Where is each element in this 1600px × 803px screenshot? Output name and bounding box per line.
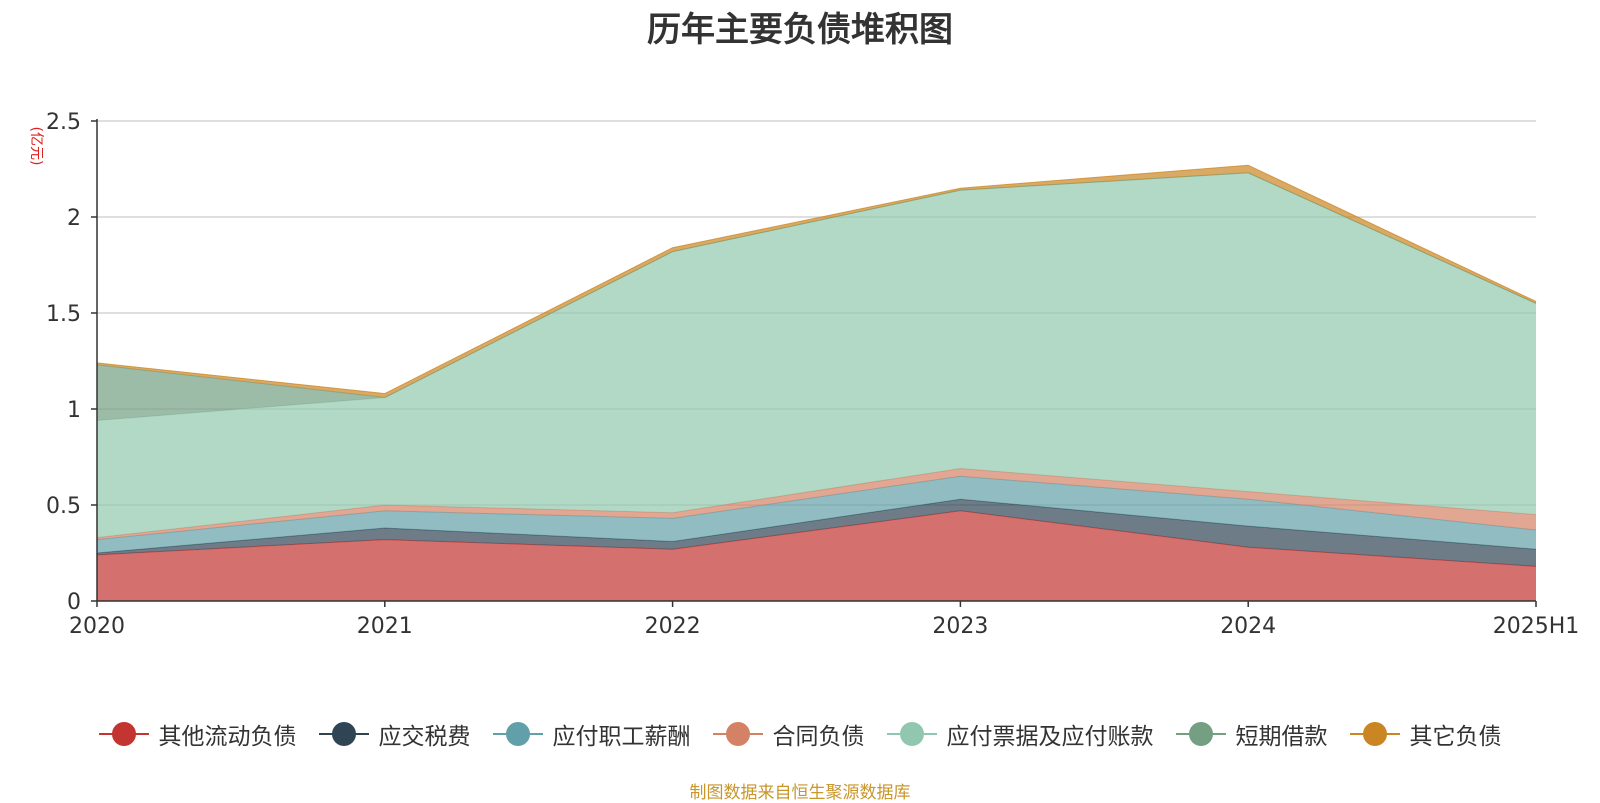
legend-dot	[331, 722, 356, 746]
area-series-0	[97, 510, 1536, 601]
legend-label: 应付票据及应付账款	[946, 724, 1154, 750]
legend: 其他流动负债 应交税费 应付职工薪酬 合同负债 应付票据及应付账款 短期借款 其它负债	[0, 714, 1600, 754]
x-tick-label: 2023	[932, 614, 988, 639]
legend-marker-icon	[318, 721, 369, 747]
legend-marker-icon	[492, 721, 543, 747]
legend-dot	[1188, 722, 1213, 746]
legend-label: 其他流动负债	[158, 724, 297, 750]
x-tick-label: 2020	[69, 614, 125, 639]
legend-item[interactable]: 应付票据及应付账款	[886, 717, 1154, 751]
area-series-1	[97, 499, 1536, 567]
stacked-areas	[96, 164, 1537, 601]
area-edge-6	[96, 164, 1537, 395]
legend-item[interactable]: 其他流动负债	[98, 717, 297, 751]
x-tick-label: 2025H1	[1493, 614, 1580, 639]
legend-dot	[111, 722, 136, 746]
area-series-5	[97, 172, 1536, 421]
legend-marker-icon	[1175, 721, 1226, 747]
legend-item[interactable]: 合同负债	[712, 717, 865, 751]
y-axis-label: (亿元)	[28, 127, 44, 166]
legend-label: 应交税费	[378, 724, 471, 750]
data-source-note: 制图数据来自恒生聚源数据库	[689, 783, 911, 803]
y-tick-label: 1.5	[46, 302, 81, 327]
legend-marker-icon	[712, 721, 763, 747]
y-tick-label: 2.5	[46, 110, 81, 135]
legend-label: 应付职工薪酬	[552, 724, 691, 750]
y-tick-label: 2	[67, 206, 81, 231]
area-series-2	[97, 476, 1536, 553]
legend-marker-icon	[1349, 721, 1400, 747]
x-tick-label: 2022	[645, 614, 701, 639]
legend-item[interactable]: 其它负债	[1349, 717, 1502, 751]
legend-dot	[725, 722, 750, 746]
y-tick-label: 0.5	[46, 494, 81, 519]
axes: 0 0.5 1 1.5 2 2.5 2020 2021 2022 2023 2024 2025H1 (亿…	[28, 110, 1579, 639]
legend-marker-icon	[98, 721, 149, 747]
legend-item[interactable]: 短期借款	[1175, 717, 1328, 751]
legend-dot	[505, 722, 530, 746]
y-tick-label: 0	[67, 590, 81, 615]
legend-marker-icon	[886, 721, 937, 747]
legend-label: 合同负债	[772, 724, 865, 750]
legend-label: 短期借款	[1235, 724, 1328, 750]
legend-item[interactable]: 应付职工薪酬	[492, 717, 691, 751]
area-series-4	[97, 172, 1536, 538]
legend-dot	[1362, 722, 1387, 746]
x-tick-label: 2021	[357, 614, 413, 639]
y-tick-label: 1	[67, 398, 81, 423]
x-tick-label: 2024	[1220, 614, 1276, 639]
legend-label: 其它负债	[1409, 724, 1502, 750]
legend-dot	[899, 722, 924, 746]
legend-item[interactable]: 应交税费	[318, 717, 471, 751]
chart-title: 历年主要负债堆积图	[647, 10, 953, 50]
